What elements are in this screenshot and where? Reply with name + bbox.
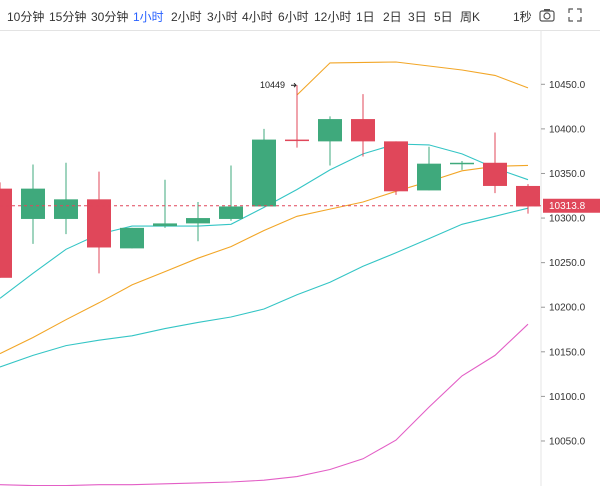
y-tick-label: 10400.0 — [549, 124, 586, 135]
y-tick-label: 10350.0 — [549, 169, 586, 180]
candle-body[interactable] — [87, 199, 111, 248]
candle-body[interactable] — [120, 227, 144, 249]
high-annotation-label: 10449 — [260, 80, 285, 90]
current-price-badge — [543, 198, 600, 213]
y-tick-label: 10450.0 — [549, 80, 586, 91]
candle-body[interactable] — [417, 163, 441, 191]
timeframe-tab[interactable]: 30分钟 — [91, 10, 129, 24]
candle-body[interactable] — [318, 119, 342, 142]
candle-body[interactable] — [351, 119, 375, 142]
timeframe-tab[interactable]: 1日 — [356, 10, 375, 24]
y-tick-label: 10200.0 — [549, 303, 586, 314]
candle-body[interactable] — [0, 188, 12, 278]
timeframe-tab[interactable]: 周K — [460, 10, 481, 24]
candle-body[interactable] — [153, 223, 177, 227]
moving-average-line — [0, 207, 529, 368]
candle-body[interactable] — [285, 139, 309, 142]
y-tick-label: 10250.0 — [549, 258, 586, 269]
interval-label[interactable]: 1秒 — [513, 10, 532, 24]
timeframe-tab[interactable]: 1小时 — [133, 10, 164, 24]
candle-body[interactable] — [252, 139, 276, 207]
candle-body[interactable] — [186, 218, 210, 224]
camera-icon[interactable] — [538, 6, 556, 24]
timeframe-tab[interactable]: 12小时 — [314, 10, 352, 24]
timeframe-tab[interactable]: 3日 — [408, 10, 427, 24]
timeframe-tab[interactable]: 10分钟 — [7, 10, 45, 24]
candle-body[interactable] — [54, 199, 78, 219]
candle-body[interactable] — [219, 206, 243, 219]
timeframe-tab[interactable]: 5日 — [434, 10, 453, 24]
candlestick-chart[interactable]: 10050.0 10100.0 10150.0 10200.0 10250.0 10300… — [0, 30, 600, 486]
moving-average-line — [0, 323, 529, 486]
candle-body[interactable] — [483, 162, 507, 186]
candle-body[interactable] — [384, 141, 408, 192]
high-annotation-arrow — [291, 82, 297, 88]
moving-average-line — [296, 61, 529, 96]
timeframe-tab[interactable]: 2日 — [383, 10, 402, 24]
timeframe-tab[interactable]: 15分钟 — [49, 10, 87, 24]
y-tick-label: 10050.0 — [549, 436, 586, 447]
candle-body[interactable] — [21, 188, 45, 219]
y-tick-label: 10300.0 — [549, 214, 586, 225]
candle-body[interactable] — [516, 185, 540, 207]
y-tick-label: 10150.0 — [549, 347, 586, 358]
timeframe-tab[interactable]: 2小时 — [171, 10, 202, 24]
fullscreen-icon[interactable] — [566, 6, 584, 24]
timeframe-toolbar: 10分钟 15分钟 30分钟 1小时 2小时 3小时 4小时 6小时 12小时 1日 2日 3日 5日周… — [0, 0, 600, 31]
current-price-label: 10313.8 — [549, 201, 586, 212]
timeframe-tab[interactable]: 4小时 — [242, 10, 273, 24]
timeframe-tab[interactable]: 3小时 — [207, 10, 238, 24]
timeframe-tab[interactable]: 6小时 — [278, 10, 309, 24]
candle-body[interactable] — [450, 162, 474, 165]
y-tick-label: 10100.0 — [549, 392, 586, 403]
